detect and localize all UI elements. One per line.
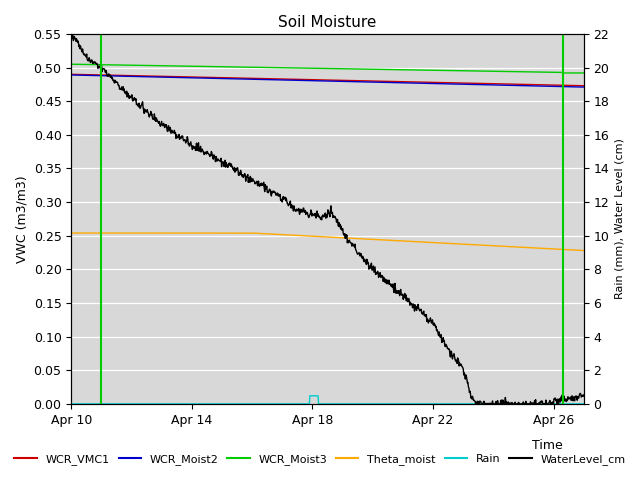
Text: BC_met: BC_met [0,479,1,480]
Legend: WCR_VMC1, WCR_Moist2, WCR_Moist3, Theta_moist, Rain, WaterLevel_cm: WCR_VMC1, WCR_Moist2, WCR_Moist3, Theta_… [10,450,630,469]
Text: Time: Time [532,439,563,452]
Y-axis label: Rain (mm), Water Level (cm): Rain (mm), Water Level (cm) [615,138,625,300]
Y-axis label: VWC (m3/m3): VWC (m3/m3) [15,175,28,263]
Title: Soil Moisture: Soil Moisture [278,15,377,30]
